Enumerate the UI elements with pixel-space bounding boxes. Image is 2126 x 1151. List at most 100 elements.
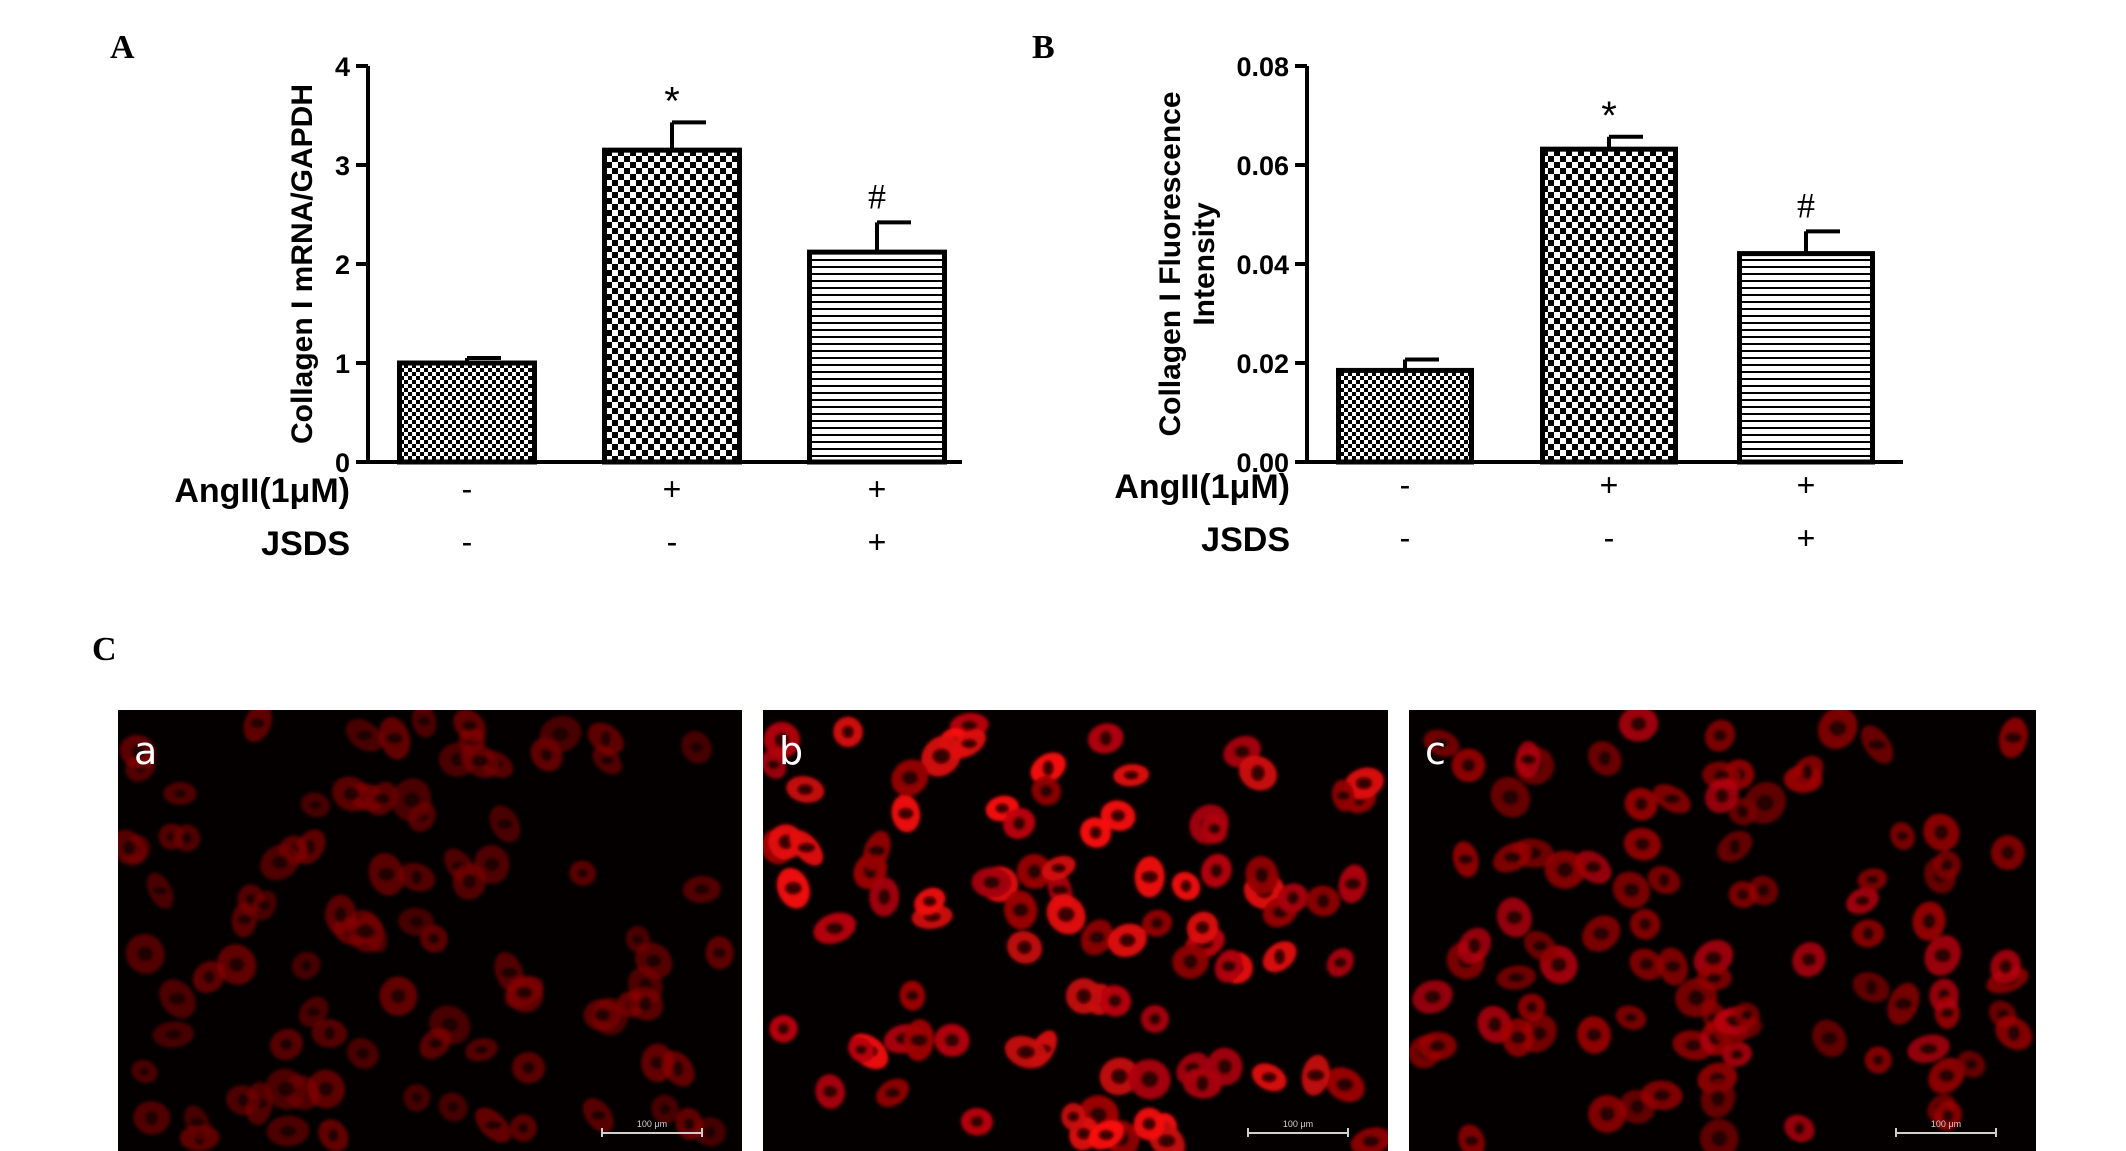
cell-nucleus: [1532, 940, 1548, 952]
cell-nucleus: [822, 1085, 838, 1098]
error-bar-2: [1607, 134, 1643, 150]
cell-nucleus: [1510, 1031, 1527, 1045]
cell-nucleus: [1872, 1054, 1884, 1066]
cell-nucleus: [1423, 990, 1442, 1004]
cell-nucleus: [374, 792, 390, 805]
cell-nucleus: [1274, 948, 1286, 965]
scale-bar-label: 100 μm: [637, 1119, 667, 1129]
cell-nucleus: [1067, 1111, 1080, 1122]
cell-nucleus: [474, 1045, 489, 1055]
cell-nucleus: [1828, 720, 1847, 737]
cells: [1409, 710, 2033, 1151]
cell-nucleus: [1180, 879, 1192, 893]
cell-nucleus: [1221, 960, 1236, 972]
cell-nucleus: [645, 953, 662, 968]
condition-label: JSDS: [261, 525, 350, 563]
cell-nucleus: [172, 788, 187, 799]
cell-nucleus: [446, 1101, 460, 1113]
bar-1: [1336, 367, 1474, 465]
cell-nucleus: [1217, 1058, 1233, 1075]
cell-nucleus: [1108, 994, 1122, 1008]
cell-nucleus: [1999, 959, 2013, 974]
cell-nucleus: [1089, 931, 1105, 944]
y-tick-label: 2: [335, 250, 350, 280]
micrograph-a: a 100 μm: [118, 710, 742, 1151]
cell-nucleus: [1586, 1027, 1602, 1042]
cell-nucleus: [1042, 760, 1055, 777]
cell-nucleus: [1016, 940, 1032, 955]
cell-nucleus: [164, 1028, 183, 1040]
panel-letter-c: C: [92, 631, 117, 668]
cell-nucleus: [1630, 716, 1647, 732]
cell-nucleus: [1942, 1109, 1954, 1123]
cell-nucleus: [1076, 1127, 1091, 1140]
cell-nucleus: [417, 716, 432, 727]
cell-nucleus: [1530, 1026, 1548, 1041]
cell-nucleus: [1919, 1042, 1938, 1055]
cell-nucleus: [961, 738, 978, 749]
cell-nucleus: [784, 881, 803, 895]
cell-nucleus: [228, 956, 246, 973]
cell-nucleus: [323, 1025, 336, 1041]
cell-nucleus: [462, 873, 477, 890]
micrograph-label: a: [134, 729, 157, 773]
cell-nucleus: [1089, 825, 1102, 840]
cell-nucleus: [1355, 776, 1373, 790]
cell-nucleus: [1195, 921, 1210, 934]
cell-nucleus: [1505, 910, 1523, 925]
error-bar-2: [670, 120, 706, 151]
cell-nucleus: [1196, 1075, 1209, 1092]
cell-nucleus: [1706, 973, 1722, 984]
cell-nucleus: [1467, 937, 1481, 954]
cell-nucleus: [1741, 1009, 1753, 1020]
error-bar-1: [465, 356, 501, 363]
cell-nucleus: [355, 729, 373, 742]
cell-nucleus: [689, 741, 704, 754]
cell-nucleus: [1866, 874, 1879, 885]
condition-value: -: [1400, 467, 1411, 503]
cell-nucleus: [1433, 737, 1450, 749]
cell-nucleus: [1150, 917, 1164, 929]
bar-1: [397, 360, 537, 465]
cell-nucleus: [1684, 1039, 1702, 1052]
cell-nucleus: [356, 923, 375, 939]
cell-nucleus: [1896, 831, 1909, 842]
cell-nucleus: [1098, 1129, 1115, 1141]
cell-nucleus: [1687, 989, 1706, 1006]
cell-nucleus: [271, 855, 289, 870]
cell-nucleus: [1501, 789, 1520, 805]
cell-nucleus: [1508, 972, 1525, 983]
cell-nucleus: [236, 914, 252, 925]
cell-nucleus: [500, 966, 518, 979]
cell-nucleus: [1663, 793, 1681, 804]
cell-nucleus: [1110, 1068, 1128, 1085]
cell-nucleus: [1634, 797, 1648, 812]
cell-nucleus: [189, 1117, 205, 1127]
cell-nucleus: [1110, 809, 1126, 822]
cell-nucleus: [885, 1087, 901, 1098]
cell-nucleus: [1704, 951, 1723, 966]
cell-nucleus: [1316, 893, 1330, 909]
scale-bar-label: 100 μm: [1283, 1119, 1313, 1129]
cell-nucleus: [521, 1060, 536, 1075]
cell-nucleus: [1922, 912, 1936, 930]
condition-label: AngII(1μM): [174, 472, 350, 510]
y-axis-label: Collagen I Fluorescence Intensity: [1154, 91, 1221, 436]
y-axis-label: Collagen I mRNA/GAPDH: [286, 84, 319, 444]
cell-nucleus: [1183, 953, 1198, 970]
cell-nucleus: [1737, 805, 1749, 818]
panel-letter-b: B: [1032, 29, 1055, 66]
cell-nucleus: [309, 799, 322, 810]
cell-nucleus: [877, 888, 891, 906]
cell-nucleus: [377, 866, 396, 882]
error-bar-3: [875, 220, 911, 253]
cell-nucleus: [1793, 1121, 1805, 1136]
cell-nucleus: [1556, 861, 1574, 878]
cell-nucleus: [1012, 903, 1029, 918]
cell-nucleus: [1599, 1105, 1616, 1122]
cell-nucleus: [1592, 926, 1610, 941]
cell-nucleus: [1429, 1040, 1446, 1052]
cell-nucleus: [411, 869, 423, 885]
cell-nucleus: [778, 834, 794, 850]
y-tick-label: 1: [335, 349, 350, 379]
